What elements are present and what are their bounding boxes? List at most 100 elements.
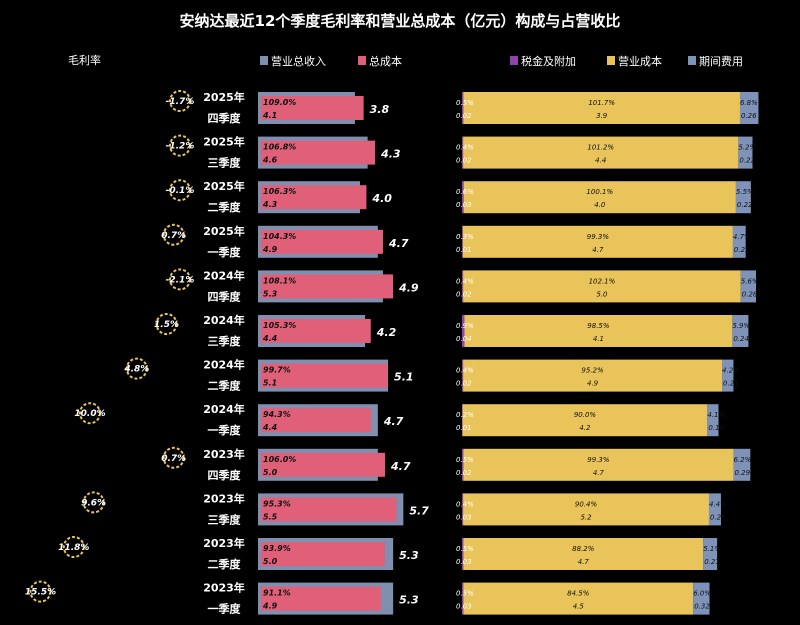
cost-bar [261, 452, 386, 477]
cost-pct-label: 104.3% [263, 232, 296, 241]
quarter-year-label: 2025年 [203, 224, 245, 238]
period-expense-bar [708, 493, 721, 526]
revenue-value-label: 4.9 [398, 281, 419, 294]
tax-value-label: 0.04 [456, 335, 472, 343]
tax-bar [462, 448, 464, 481]
operating-cost-value-label: 4.5 [573, 603, 585, 611]
operating-cost-pct-label: 90.0% [574, 411, 597, 419]
cost-pct-label: 106.0% [263, 455, 296, 464]
period-expense-pct-label: 4.2% [722, 367, 740, 375]
period-expense-pct-label: 5.2% [738, 144, 756, 152]
legend-swatch-left-1 [358, 56, 366, 65]
period-expense-value-label: 0.27 [704, 558, 720, 566]
operating-cost-value-label: 4.7 [578, 558, 590, 566]
tax-value-label: 0.02 [456, 157, 472, 165]
tax-value-label: 0.02 [456, 380, 472, 388]
tax-bar [462, 493, 464, 526]
period-expense-pct-label: 6.2% [733, 456, 751, 464]
period-expense-bar [738, 136, 753, 169]
period-expense-value-label: 0.29 [734, 469, 750, 477]
quarter-season-label: 三季度 [208, 334, 242, 348]
gross-margin-label: 10.0% [74, 409, 105, 419]
quarter-season-label: 三季度 [208, 156, 242, 170]
period-expense-bar [703, 538, 718, 570]
operating-cost-bar [463, 582, 694, 615]
period-expense-bar [693, 582, 710, 615]
period-expense-pct-label: 5.1% [703, 545, 721, 553]
operating-cost-pct-label: 99.3% [587, 456, 610, 464]
period-expense-pct-label: 5.9% [732, 322, 750, 330]
revenue-value-label: 4.3 [380, 148, 401, 161]
gross-margin-ring [169, 90, 191, 112]
operating-cost-pct-label: 95.2% [581, 367, 604, 375]
gross-margin-label: 1.5% [154, 320, 179, 330]
quarter-season-label: 四季度 [208, 468, 242, 482]
operating-cost-bar [462, 225, 733, 258]
operating-cost-value-label: 4.9 [587, 380, 599, 388]
tax-bar [462, 136, 464, 169]
tax-value-label: 0.01 [456, 246, 472, 254]
operating-cost-value-label: 5.0 [596, 290, 608, 298]
operating-cost-pct-label: 101.7% [588, 99, 615, 107]
revenue-value-label: 5.7 [409, 504, 429, 517]
quarter-year-label: 2023年 [203, 581, 245, 595]
operating-cost-value-label: 4.2 [579, 424, 591, 432]
period-expense-pct-label: 4.1% [707, 411, 725, 419]
cost-pct-label: 91.1% [263, 589, 291, 598]
cost-bar [261, 363, 388, 388]
operating-cost-pct-label: 100.1% [586, 188, 613, 196]
cost-bar [261, 229, 384, 254]
legend-label-right-1: 营业成本 [618, 54, 662, 68]
gross-margin-ring [29, 580, 52, 603]
cost-pct-label: 106.3% [263, 187, 296, 196]
period-expense-value-label: 0.24 [733, 335, 749, 343]
cost-bar [261, 586, 382, 611]
tax-value-label: 0.03 [456, 201, 472, 209]
gross-margin-ring [169, 134, 191, 157]
period-expense-pct-label: 4.4% [709, 500, 727, 508]
operating-cost-bar [463, 92, 740, 124]
tax-bar [462, 181, 464, 214]
gross-margin-ring [162, 223, 185, 246]
tax-bar [462, 315, 465, 347]
cost-value-label: 5.1 [263, 379, 277, 388]
period-expense-value-label: 0.25 [710, 513, 726, 521]
operating-cost-pct-label: 99.3% [587, 233, 610, 241]
operating-cost-value-label: 4.1 [593, 335, 604, 343]
cost-pct-label: 93.9% [263, 544, 291, 553]
cost-value-label: 4.9 [262, 602, 278, 611]
period-expense-bar [707, 404, 719, 437]
cost-bar [261, 542, 385, 566]
tax-bar [462, 359, 464, 392]
operating-cost-value-label: 4.7 [593, 469, 605, 477]
operating-cost-bar [464, 315, 733, 347]
quarter-year-label: 2025年 [203, 90, 245, 104]
quarter-year-label: 2023年 [203, 536, 245, 550]
cost-value-label: 5.5 [263, 512, 278, 521]
operating-cost-bar [463, 538, 704, 570]
gross-margin-label: 9.6% [81, 498, 106, 508]
tax-pct-label: 0.4% [456, 367, 474, 375]
tax-bar [462, 582, 464, 615]
legend-swatch-left-0 [260, 56, 268, 65]
period-expense-bar [732, 315, 749, 347]
quarter-year-label: 2025年 [203, 179, 245, 193]
gross-margin-label: -0.1% [166, 186, 195, 196]
gross-margin-ring [169, 268, 191, 291]
operating-cost-pct-label: 84.5% [567, 590, 590, 598]
cost-pct-label: 95.3% [263, 499, 291, 508]
operating-cost-bar [462, 404, 708, 437]
quarter-year-label: 2024年 [203, 402, 245, 416]
tax-pct-label: 0.3% [456, 233, 474, 241]
chart-title: 安纳达最近12个季度毛利率和营业总成本（亿元）构成与占营收比 [180, 12, 621, 30]
revenue-value-label: 4.7 [388, 237, 409, 250]
